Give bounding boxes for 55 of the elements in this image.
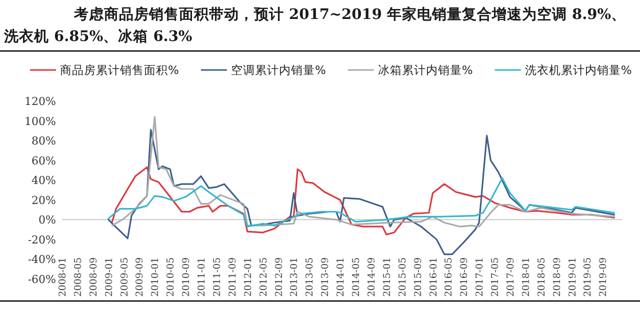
- x-tick-label: 2013-09: [320, 257, 332, 297]
- x-tick-label: 2015-01: [382, 257, 393, 297]
- x-tick-label: 2012-05: [258, 257, 270, 297]
- x-tick-label: 2013-01: [289, 257, 300, 297]
- y-tick-label: 80%: [32, 134, 56, 148]
- x-tick-label: 2010-05: [166, 257, 177, 297]
- line-series: [111, 116, 616, 228]
- x-tick-label: 2015-09: [412, 257, 424, 297]
- chart-title: 考虑商品房销售面积带动，预计 2017~2019 年家电销量复合增速为空调 8.9%、洗衣机 6.85%、冰箱 6.3%: [4, 5, 628, 47]
- x-tick-label: 2010-01: [150, 257, 162, 297]
- x-tick-label: 2016-09: [459, 257, 470, 297]
- x-tick-label: 2009-01: [104, 257, 115, 297]
- x-tick-label: 2015-05: [397, 257, 408, 297]
- y-tick-label: -20%: [28, 233, 56, 246]
- x-tick-label: 2016-05: [444, 257, 455, 297]
- x-tick-label: 2019-05: [582, 257, 594, 297]
- line-series: [108, 128, 616, 256]
- x-tick-label: 2011-01: [196, 257, 208, 297]
- x-tick-label: 2019-09: [598, 257, 610, 297]
- x-tick-label: 2013-05: [304, 257, 316, 297]
- x-tick-label: 2009-05: [119, 257, 130, 297]
- y-tick-label: -60%: [28, 273, 56, 286]
- x-tick-label: 2008-05: [72, 257, 84, 297]
- x-tick-label: 2018-01: [520, 257, 532, 297]
- y-tick-label: 20%: [32, 194, 56, 207]
- x-tick-label: 2016-01: [428, 257, 440, 297]
- x-tick-label: 2014-09: [366, 257, 378, 297]
- x-tick-label: 2008-09: [88, 257, 100, 297]
- y-tick-label: 120%: [24, 95, 56, 108]
- x-tick-label: 2008-01: [58, 257, 68, 297]
- x-tick-label: 2018-09: [552, 257, 563, 297]
- x-tick-label: 2018-05: [536, 257, 548, 297]
- legend-label: 空调累计内销量%: [230, 63, 326, 77]
- x-tick-label: 2014-05: [351, 257, 362, 297]
- y-tick-label: 60%: [32, 154, 56, 168]
- x-tick-label: 2009-09: [134, 257, 146, 297]
- x-tick-label: 2012-01: [242, 257, 254, 297]
- y-tick-label: -40%: [28, 253, 56, 266]
- x-tick-label: 2011-05: [212, 257, 223, 297]
- line-series: [108, 177, 616, 228]
- x-tick-label: 2010-09: [181, 257, 192, 297]
- y-tick-label: 100%: [24, 114, 56, 128]
- x-tick-label: 2017-05: [490, 257, 502, 297]
- y-tick-label: 40%: [32, 174, 56, 188]
- y-tick-label: 0%: [38, 214, 56, 227]
- x-tick-label: 2019-01: [567, 257, 578, 297]
- x-tick-label: 2017-01: [474, 257, 486, 297]
- x-tick-label: 2014-01: [336, 257, 347, 297]
- line-series: [111, 166, 616, 236]
- x-tick-label: 2011-09: [227, 257, 238, 297]
- x-tick-label: 2012-09: [274, 257, 285, 297]
- legend-label: 洗衣机累计内销量%: [524, 63, 632, 77]
- legend-label: 冰箱累计内销量%: [378, 63, 473, 77]
- legend-label: 商品房累计销售面积%: [60, 63, 179, 77]
- x-tick-label: 2017-09: [506, 257, 516, 297]
